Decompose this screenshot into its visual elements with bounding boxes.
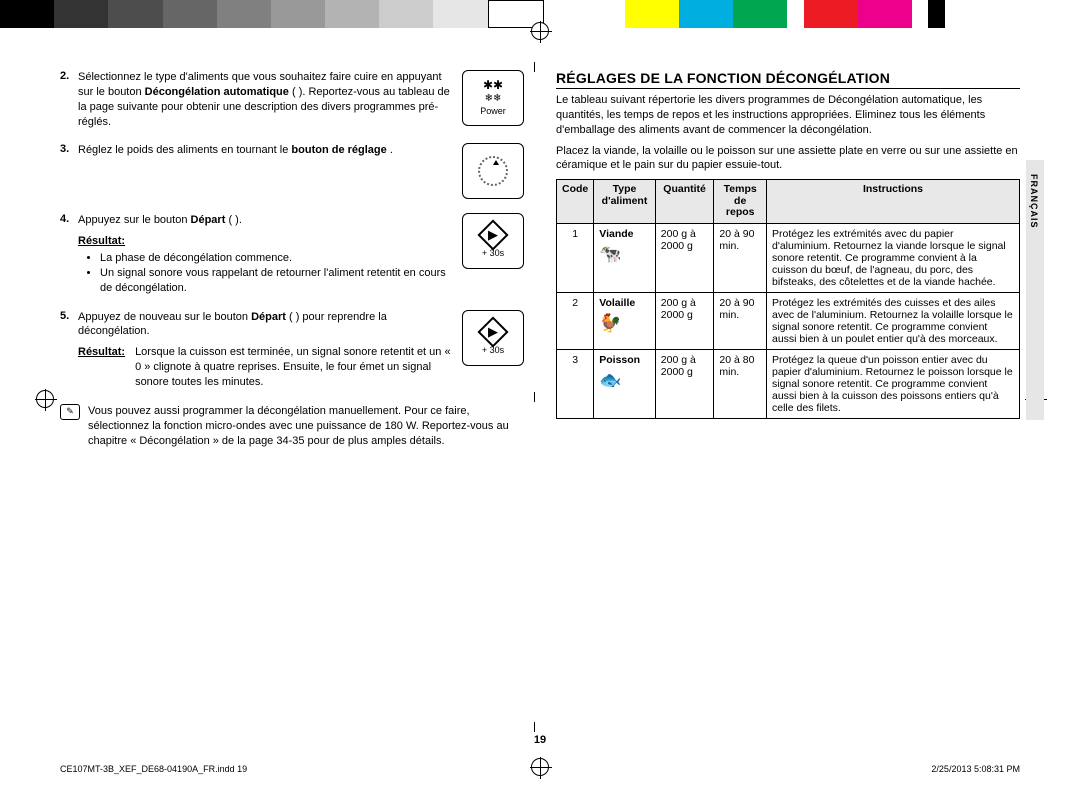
- step-text: Réglez le poids des aliments en tournant…: [78, 143, 462, 199]
- th-code: Code: [557, 180, 594, 224]
- food-icon: 🐓: [599, 313, 650, 334]
- cell-type: Volaille🐓: [594, 292, 656, 349]
- cell-qty: 200 g à 2000 g: [655, 349, 714, 418]
- language-tab-label: FRANÇAIS: [1029, 174, 1039, 229]
- food-icon: 🐄: [599, 244, 650, 265]
- registration-mark-icon: [531, 22, 549, 40]
- note-icon: ✎: [60, 404, 80, 420]
- step-number: 4.: [60, 213, 78, 295]
- step-text: Sélectionnez le type d'aliments que vous…: [78, 70, 462, 129]
- step-2: 2. Sélectionnez le type d'aliments que v…: [60, 70, 524, 129]
- left-column: 2. Sélectionnez le type d'aliments que v…: [60, 70, 524, 730]
- result-text: Lorsque la cuisson est terminée, un sign…: [135, 345, 456, 390]
- step-number: 5.: [60, 310, 78, 390]
- step-number: 3.: [60, 143, 78, 199]
- section-title: RÉGLAGES DE LA FONCTION DÉCONGÉLATION: [556, 70, 1020, 89]
- step-3: 3. Réglez le poids des aliments en tourn…: [60, 143, 524, 199]
- start-button-icon: ▶ + 30s: [462, 213, 524, 269]
- step-number: 2.: [60, 70, 78, 129]
- dial-icon: [462, 143, 524, 199]
- registration-mark-icon: [36, 390, 54, 408]
- step-4: 4. Appuyez sur le bouton Départ ( ). Rés…: [60, 213, 524, 295]
- step-text: Appuyez de nouveau sur le bouton Départ …: [78, 310, 462, 390]
- step-text: Appuyez sur le bouton Départ ( ). Résult…: [78, 213, 462, 295]
- table-row: 3Poisson🐟200 g à 2000 g20 à 80 min.Proté…: [557, 349, 1020, 418]
- cell-instr: Protégez la queue d'un poisson entier av…: [766, 349, 1019, 418]
- cell-instr: Protégez les extrémités des cuisses et d…: [766, 292, 1019, 349]
- result-bullet: Un signal sonore vous rappelant de retou…: [100, 266, 456, 296]
- note-text: Vous pouvez aussi programmer la décongél…: [88, 404, 524, 449]
- cell-code: 3: [557, 349, 594, 418]
- page-number: 19: [0, 734, 1080, 746]
- footer-timestamp: 2/25/2013 5:08:31 PM: [931, 764, 1020, 774]
- th-qty: Quantité: [655, 180, 714, 224]
- language-tab: FRANÇAIS: [1026, 160, 1044, 420]
- food-icon: 🐟: [599, 370, 650, 391]
- cell-type: Viande🐄: [594, 223, 656, 292]
- th-instr: Instructions: [766, 180, 1019, 224]
- cell-type: Poisson🐟: [594, 349, 656, 418]
- table-row: 2Volaille🐓200 g à 2000 g20 à 90 min.Prot…: [557, 292, 1020, 349]
- th-type: Type d'aliment: [594, 180, 656, 224]
- result-label: Résultat:: [78, 235, 125, 247]
- cell-code: 2: [557, 292, 594, 349]
- th-rest: Temps de repos: [714, 180, 767, 224]
- cell-qty: 200 g à 2000 g: [655, 292, 714, 349]
- table-row: 1Viande🐄200 g à 2000 g20 à 90 min.Protég…: [557, 223, 1020, 292]
- intro-paragraph-2: Placez la viande, la volaille ou le pois…: [556, 144, 1020, 174]
- cell-code: 1: [557, 223, 594, 292]
- result-bullet: La phase de décongélation commence.: [100, 251, 456, 266]
- defrost-power-button-icon: ✱✱ ❄❄ Power: [462, 70, 524, 126]
- step-5: 5. Appuyez de nouveau sur le bouton Dépa…: [60, 310, 524, 390]
- right-column: RÉGLAGES DE LA FONCTION DÉCONGÉLATION Le…: [556, 70, 1020, 730]
- manual-defrost-note: ✎ Vous pouvez aussi programmer la décong…: [60, 404, 524, 449]
- cell-rest: 20 à 90 min.: [714, 223, 767, 292]
- cell-rest: 20 à 80 min.: [714, 349, 767, 418]
- intro-paragraph-1: Le tableau suivant répertorie les divers…: [556, 93, 1020, 138]
- defrost-settings-table: Code Type d'aliment Quantité Temps de re…: [556, 179, 1020, 419]
- result-label: Résultat:: [78, 345, 125, 390]
- cell-rest: 20 à 90 min.: [714, 292, 767, 349]
- footer-file: CE107MT-3B_XEF_DE68-04190A_FR.indd 19: [60, 764, 247, 774]
- cell-qty: 200 g à 2000 g: [655, 223, 714, 292]
- cell-instr: Protégez les extrémités avec du papier d…: [766, 223, 1019, 292]
- start-button-icon: ▶ + 30s: [462, 310, 524, 366]
- print-footer: CE107MT-3B_XEF_DE68-04190A_FR.indd 19 2/…: [60, 764, 1020, 774]
